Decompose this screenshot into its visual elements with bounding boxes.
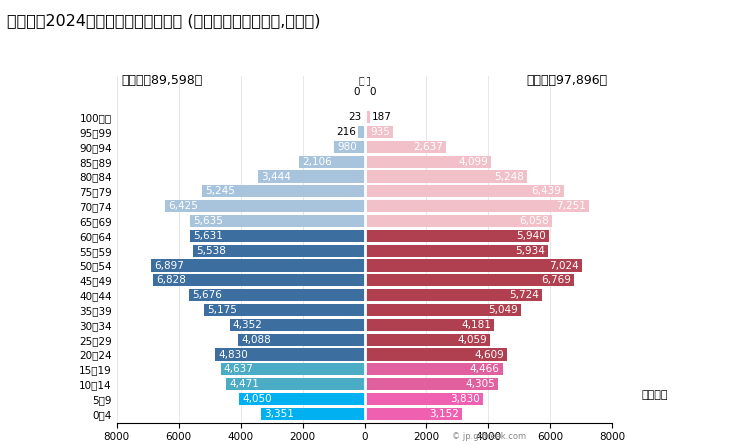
Bar [364, 378, 498, 390]
Bar [364, 363, 503, 376]
Text: 5,676: 5,676 [192, 290, 222, 300]
Text: 23: 23 [348, 112, 362, 122]
Text: 5,538: 5,538 [196, 246, 226, 256]
Bar [189, 289, 364, 301]
Bar [364, 111, 370, 123]
Bar [364, 170, 527, 182]
Text: © jp.gdfreak.com: © jp.gdfreak.com [452, 432, 526, 441]
Text: 4,181: 4,181 [461, 320, 491, 330]
Bar [261, 408, 364, 420]
Text: 4,471: 4,471 [229, 379, 259, 389]
Text: 4,637: 4,637 [224, 364, 254, 374]
Text: 6,439: 6,439 [531, 186, 561, 196]
Bar [364, 126, 394, 138]
Text: 男性計：89,598人: 男性計：89,598人 [122, 73, 203, 87]
Text: 5,635: 5,635 [193, 216, 223, 226]
Text: 4,466: 4,466 [470, 364, 500, 374]
Text: 5,724: 5,724 [509, 290, 539, 300]
Bar [215, 348, 364, 360]
Text: 7,251: 7,251 [556, 201, 586, 211]
Bar [364, 230, 548, 242]
Bar [364, 393, 483, 405]
Text: 5,631: 5,631 [193, 231, 223, 241]
Text: 女性計：97,896人: 女性計：97,896人 [526, 73, 607, 87]
Bar [334, 141, 364, 153]
Bar [364, 304, 521, 316]
Text: 6,425: 6,425 [168, 201, 198, 211]
Text: 5,934: 5,934 [515, 246, 545, 256]
Bar [364, 156, 491, 168]
Text: 2,637: 2,637 [413, 142, 443, 152]
Text: 980: 980 [338, 142, 357, 152]
Bar [364, 334, 491, 346]
Bar [190, 230, 364, 242]
Bar [230, 319, 364, 331]
Text: 6,897: 6,897 [154, 260, 184, 271]
Text: 山口市の2024年１月１日の人口構成 (住民基本台帳ベース,総人口): 山口市の2024年１月１日の人口構成 (住民基本台帳ベース,総人口) [7, 13, 321, 28]
Text: 4,088: 4,088 [241, 335, 270, 345]
Text: 6,058: 6,058 [519, 216, 549, 226]
Bar [193, 245, 364, 257]
Text: 187: 187 [372, 112, 392, 122]
Bar [364, 259, 582, 271]
Text: 5,245: 5,245 [205, 186, 235, 196]
Bar [204, 304, 364, 316]
Text: 不詳: 不詳 [358, 75, 371, 85]
Text: 3,351: 3,351 [264, 409, 294, 419]
Text: 単位：人: 単位：人 [642, 391, 668, 400]
Text: 5,175: 5,175 [207, 305, 237, 315]
Bar [238, 334, 364, 346]
Text: 3,830: 3,830 [451, 394, 480, 404]
Text: 5,049: 5,049 [488, 305, 518, 315]
Bar [364, 245, 548, 257]
Bar [258, 170, 364, 182]
Text: 6,828: 6,828 [156, 275, 186, 285]
Text: 4,609: 4,609 [475, 349, 504, 360]
Text: 0: 0 [369, 87, 375, 97]
Bar [364, 200, 589, 212]
Bar [190, 215, 364, 227]
Text: 4,050: 4,050 [242, 394, 272, 404]
Bar [364, 185, 564, 198]
Bar [221, 363, 364, 376]
Text: 6,769: 6,769 [541, 275, 571, 285]
Text: 3,152: 3,152 [429, 409, 459, 419]
Bar [364, 274, 574, 287]
Bar [202, 185, 364, 198]
Bar [153, 274, 364, 287]
Text: 3,444: 3,444 [261, 171, 291, 182]
Bar [364, 348, 507, 360]
Bar [165, 200, 364, 212]
Text: 4,099: 4,099 [459, 157, 488, 167]
Bar [364, 215, 552, 227]
Bar [151, 259, 364, 271]
Text: 5,940: 5,940 [515, 231, 545, 241]
Text: 4,830: 4,830 [218, 349, 248, 360]
Bar [364, 408, 462, 420]
Bar [364, 319, 494, 331]
Bar [358, 126, 364, 138]
Bar [226, 378, 364, 390]
Bar [239, 393, 364, 405]
Text: 4,059: 4,059 [457, 335, 487, 345]
Text: 7,024: 7,024 [549, 260, 579, 271]
Text: 2,106: 2,106 [303, 157, 332, 167]
Bar [364, 289, 542, 301]
Text: 935: 935 [370, 127, 390, 137]
Text: 4,305: 4,305 [465, 379, 495, 389]
Text: 0: 0 [354, 87, 360, 97]
Bar [299, 156, 364, 168]
Text: 216: 216 [336, 127, 356, 137]
Text: 5,248: 5,248 [494, 171, 524, 182]
Bar [364, 141, 446, 153]
Text: 4,352: 4,352 [233, 320, 262, 330]
